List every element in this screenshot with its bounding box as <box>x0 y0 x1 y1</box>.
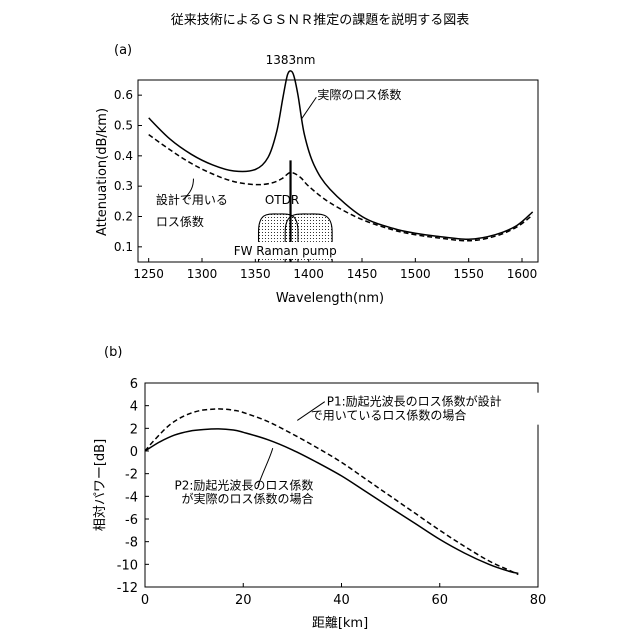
x-tick-label-1400: 1400 <box>293 267 324 281</box>
y-tick-label-0-1: 0.1 <box>114 240 133 254</box>
y-tick-label-0: 0 <box>130 445 138 460</box>
y-tick-label-2: -2 <box>125 468 138 483</box>
y-tick-label-6: 6 <box>130 377 138 392</box>
figure-canvas: 従来技術によるＧＳＮＲ推定の課題を説明する図表 (a) 1250 1300 1350… <box>0 0 640 640</box>
panel-a-xlabel: Wavelength(nm) <box>276 291 384 306</box>
x-tick-label-80: 80 <box>530 593 547 608</box>
panel-b: (b) 0204060806420-2-4-6-8-10-12 距離[km] 相… <box>93 345 546 631</box>
y-tick-label-10: -10 <box>117 558 138 573</box>
x-tick-label-0: 0 <box>141 593 149 608</box>
p2-label-line1: P2:励起光波長のロス係数 <box>174 478 313 493</box>
x-tick-label-1500: 1500 <box>400 267 431 281</box>
figure-title: 従来技術によるＧＳＮＲ推定の課題を説明する図表 <box>171 12 470 28</box>
y-tick-label-0-2: 0.2 <box>114 210 133 224</box>
actual-loss-label: 実際のロス係数 <box>317 87 401 102</box>
x-tick-label-1450: 1450 <box>347 267 378 281</box>
panel-b-xlabel: 距離[km] <box>312 616 368 631</box>
x-tick-label-40: 40 <box>333 593 350 608</box>
panel-a-axes <box>138 80 538 262</box>
y-tick-label-0-3: 0.3 <box>114 179 133 193</box>
panel-a-label: (a) <box>114 43 132 58</box>
peak-label: 1383nm <box>266 53 316 67</box>
series-line-design-loss <box>149 135 533 241</box>
x-tick-label-1250: 1250 <box>133 267 164 281</box>
y-tick-label-0-4: 0.4 <box>114 149 133 163</box>
y-tick-label-2: 2 <box>130 422 138 437</box>
panel-b-label: (b) <box>104 345 122 360</box>
x-tick-label-1600: 1600 <box>507 267 538 281</box>
p2-label-line2: が実際のロス係数の場合 <box>181 491 313 506</box>
y-tick-label-0-5: 0.5 <box>114 119 133 133</box>
y-tick-label-0-6: 0.6 <box>114 88 133 102</box>
y-tick-label-6: -6 <box>125 513 138 528</box>
x-tick-label-20: 20 <box>235 593 252 608</box>
y-tick-label-4: 4 <box>130 400 138 415</box>
y-tick-label-12: -12 <box>117 581 138 596</box>
x-tick-label-1300: 1300 <box>187 267 218 281</box>
design-loss-label-line2: ロス係数 <box>156 214 204 229</box>
panel-b-ylabel: 相対パワー[dB] <box>93 439 108 531</box>
x-tick-label-1550: 1550 <box>453 267 484 281</box>
otdr-label: OTDR <box>265 193 299 207</box>
p1-label-line2: で用いているロス係数の場合 <box>311 407 467 422</box>
y-tick-label-8: -8 <box>125 536 138 551</box>
y-tick-label-4: -4 <box>125 490 138 505</box>
design-loss-label-line1: 設計で用いる <box>156 192 228 207</box>
p1-label-line1: P1:励起光波長のロス係数が設計 <box>327 394 502 409</box>
x-tick-label-1350: 1350 <box>240 267 271 281</box>
panel-a-ylabel: Attenuation(dB/km) <box>95 108 110 236</box>
panel-a-plot-frame <box>138 80 538 262</box>
raman-pump-label: FW Raman pump <box>234 244 337 258</box>
panel-a: (a) 1250 1300 1350 1400 1450 1500 1550 1600 0.1 0… <box>95 43 538 306</box>
actual-loss-leader <box>301 97 316 119</box>
x-tick-label-60: 60 <box>431 593 448 608</box>
